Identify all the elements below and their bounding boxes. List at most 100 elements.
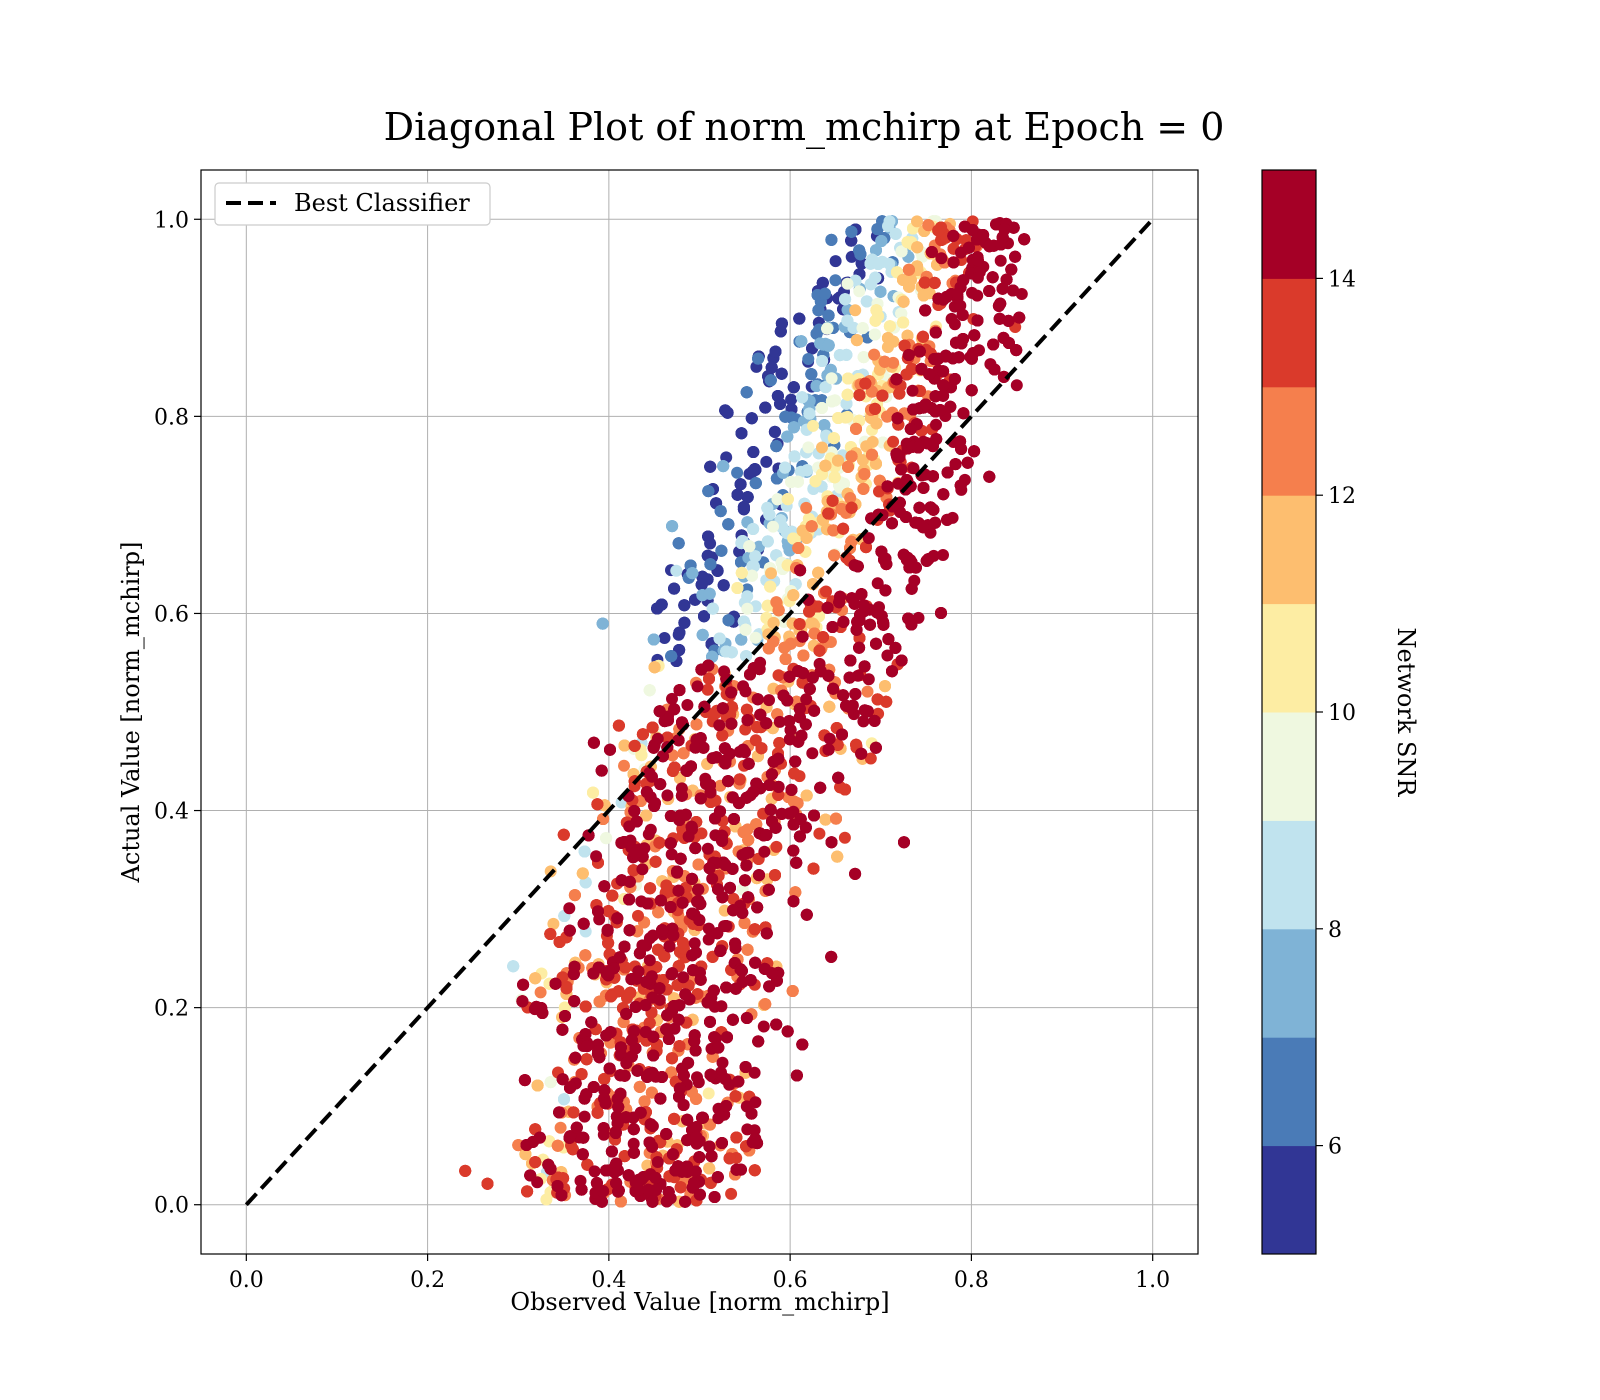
scatter-point [859,377,872,390]
scatter-point [702,485,715,498]
scatter-point [708,1191,721,1203]
scatter-point [819,287,831,300]
scatter-point [653,836,666,849]
scatter-point [838,831,851,844]
scatter-point [703,672,715,685]
scatter-point [674,1181,687,1194]
scatter-point [544,1076,557,1089]
scatter-point [775,367,788,380]
scatter-point [841,277,854,290]
scatter-point [738,917,751,929]
scatter-point [764,374,777,387]
scatter-point [715,544,728,557]
scatter-point [842,372,855,385]
scatter-point [796,391,809,404]
scatter-point [774,397,787,410]
scatter-point [623,893,636,906]
scatter-point [828,549,841,562]
scatter-point [698,610,710,623]
scatter-point [844,654,857,667]
scatter-point [665,650,678,663]
scatter-point [913,345,926,358]
scatter-point [861,685,874,698]
scatter-point [897,273,909,286]
scatter-point [857,482,870,495]
scatter-point [579,876,592,889]
scatter-point [692,858,705,871]
scatter-point [746,569,758,582]
scatter-point [580,1053,593,1066]
scatter-point [749,550,762,563]
scatter-point [558,1001,571,1014]
scatter-point [860,295,873,308]
scatter-point [596,617,609,630]
scatter-point [722,614,735,627]
scatter-point [876,389,889,402]
scatter-point [743,540,756,553]
scatter-point [825,233,838,246]
scatter-point [819,381,832,394]
scatter-point [604,990,617,1003]
scatter-point [788,450,801,463]
scatter-point [531,1079,544,1092]
scatter-point [808,809,820,822]
scatter-point [883,215,896,228]
scatter-point [845,450,858,463]
scatter-point [887,435,900,448]
scatter-point [660,879,673,892]
scatter-point [932,224,945,237]
scatter-point [772,669,785,682]
scatter-point [521,1185,534,1198]
scatter-point [648,661,661,674]
scatter-point [612,719,625,732]
scatter-point [779,461,791,474]
scatter-point [810,380,823,392]
scatter-point [891,412,904,425]
scatter-point [568,889,581,902]
scatter-point [745,412,758,425]
scatter-point [775,317,788,330]
scatter-point [696,628,709,641]
scatter-point [704,537,717,550]
scatter-point [568,995,581,1008]
scatter-point [787,421,800,434]
scatter-point [748,1066,761,1079]
scatter-point [721,406,734,419]
scatter-point [826,494,839,507]
scatter-point [519,1148,532,1161]
scatter-point [802,353,815,365]
scatter-point [779,653,792,665]
scatter-point [666,1052,678,1065]
scatter-point [895,245,908,258]
scatter-point [775,807,788,820]
scatter-point [868,328,881,341]
scatter-point [870,304,883,317]
scatter-point [827,432,840,445]
scatter-point [787,589,800,602]
scatter-point [649,855,662,868]
scatter-point [516,995,529,1008]
scatter-point [879,680,891,693]
scatter-point [751,901,764,914]
scatter-point [786,985,799,997]
scatter-point [753,540,765,553]
scatter-point [713,632,726,645]
scatter-point [845,501,858,514]
scatter-point [558,1093,570,1106]
scatter-point [529,972,542,985]
scatter-point [731,466,744,479]
scatter-point [839,293,852,306]
scatter-point [889,227,902,240]
scatter-point [735,633,748,646]
scatter-point [947,256,960,269]
scatter-point [658,632,671,644]
scatter-point [707,984,720,997]
scatter-point [762,642,775,655]
scatter-point [759,401,772,414]
scatter-point [723,1152,736,1165]
scatter-point [825,372,838,385]
scatter-point [821,322,834,335]
scatter-point [871,693,884,706]
scatter-point [579,949,592,962]
scatter-point [895,307,908,320]
